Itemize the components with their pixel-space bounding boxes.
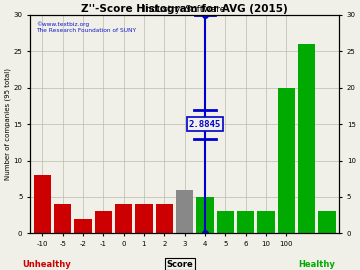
Bar <box>217 211 234 233</box>
Bar <box>278 88 295 233</box>
Text: Score: Score <box>167 260 193 269</box>
Bar <box>156 204 173 233</box>
Y-axis label: Number of companies (95 total): Number of companies (95 total) <box>4 68 11 180</box>
Text: Unhealthy: Unhealthy <box>22 260 71 269</box>
Bar <box>196 197 213 233</box>
Text: 2.8845: 2.8845 <box>189 120 221 129</box>
Bar <box>74 219 91 233</box>
Bar <box>318 211 336 233</box>
Text: Healthy: Healthy <box>298 260 335 269</box>
Bar <box>54 204 71 233</box>
Bar <box>115 204 132 233</box>
Text: ©www.textbiz.org
The Research Foundation of SUNY: ©www.textbiz.org The Research Foundation… <box>36 22 136 33</box>
Bar <box>33 175 51 233</box>
Title: Z''-Score Histogram for AVG (2015): Z''-Score Histogram for AVG (2015) <box>81 4 288 14</box>
Bar <box>298 44 315 233</box>
Bar <box>135 204 153 233</box>
Bar <box>95 211 112 233</box>
Bar <box>237 211 254 233</box>
Bar <box>176 190 193 233</box>
Bar <box>257 211 275 233</box>
Text: Industry: Software: Industry: Software <box>143 5 226 14</box>
